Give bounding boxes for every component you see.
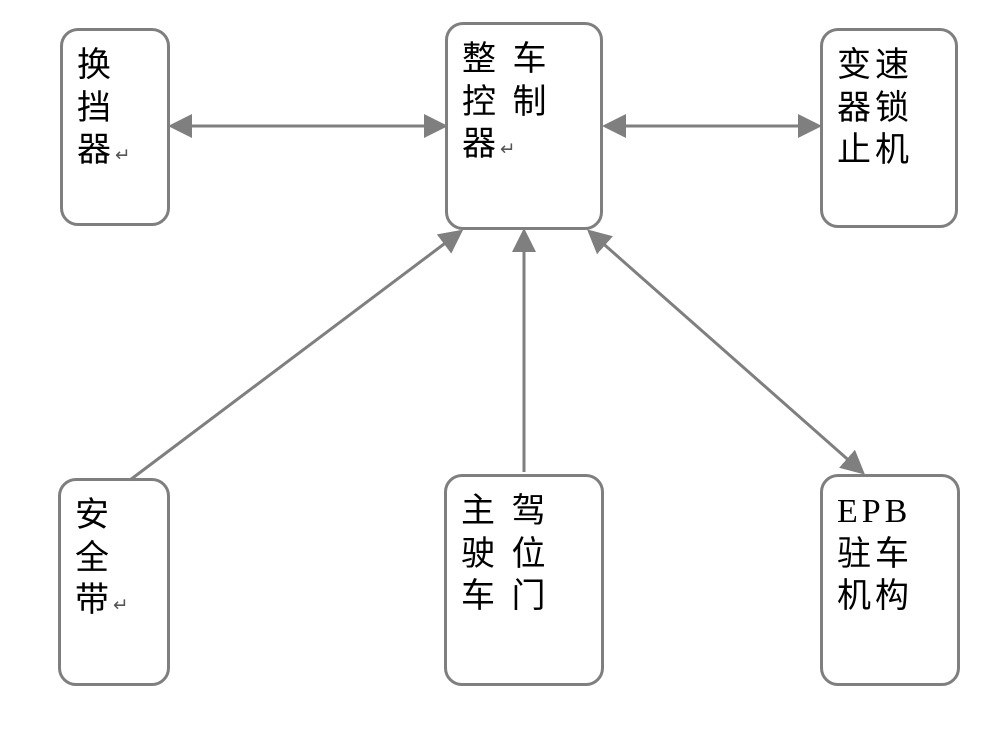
- node-label: 换挡器↵: [77, 45, 131, 173]
- diagram-stage: 换挡器↵ 整 车控 制器↵ 变速器锁止机 安全带↵ 主 驾驶 位车 门 EPB驻…: [0, 0, 1000, 753]
- node-label: 安全带↵: [75, 495, 129, 623]
- node-label: 主 驾驶 位车 门: [461, 491, 550, 619]
- node-epb-parking: EPB驻车机构: [820, 474, 960, 686]
- node-label: 整 车控 制器↵: [462, 39, 551, 167]
- connector-arrow: [590, 232, 862, 472]
- connector-arrow: [130, 232, 460, 480]
- node-label: 变速器锁止机: [837, 45, 913, 173]
- node-gear-shifter: 换挡器↵: [60, 28, 170, 226]
- node-driver-door: 主 驾驶 位车 门: [444, 474, 604, 686]
- node-transmission-lock: 变速器锁止机: [820, 28, 958, 228]
- node-label: EPB驻车机构: [837, 491, 913, 619]
- node-vehicle-controller: 整 车控 制器↵: [445, 22, 603, 230]
- node-seat-belt: 安全带↵: [58, 478, 170, 686]
